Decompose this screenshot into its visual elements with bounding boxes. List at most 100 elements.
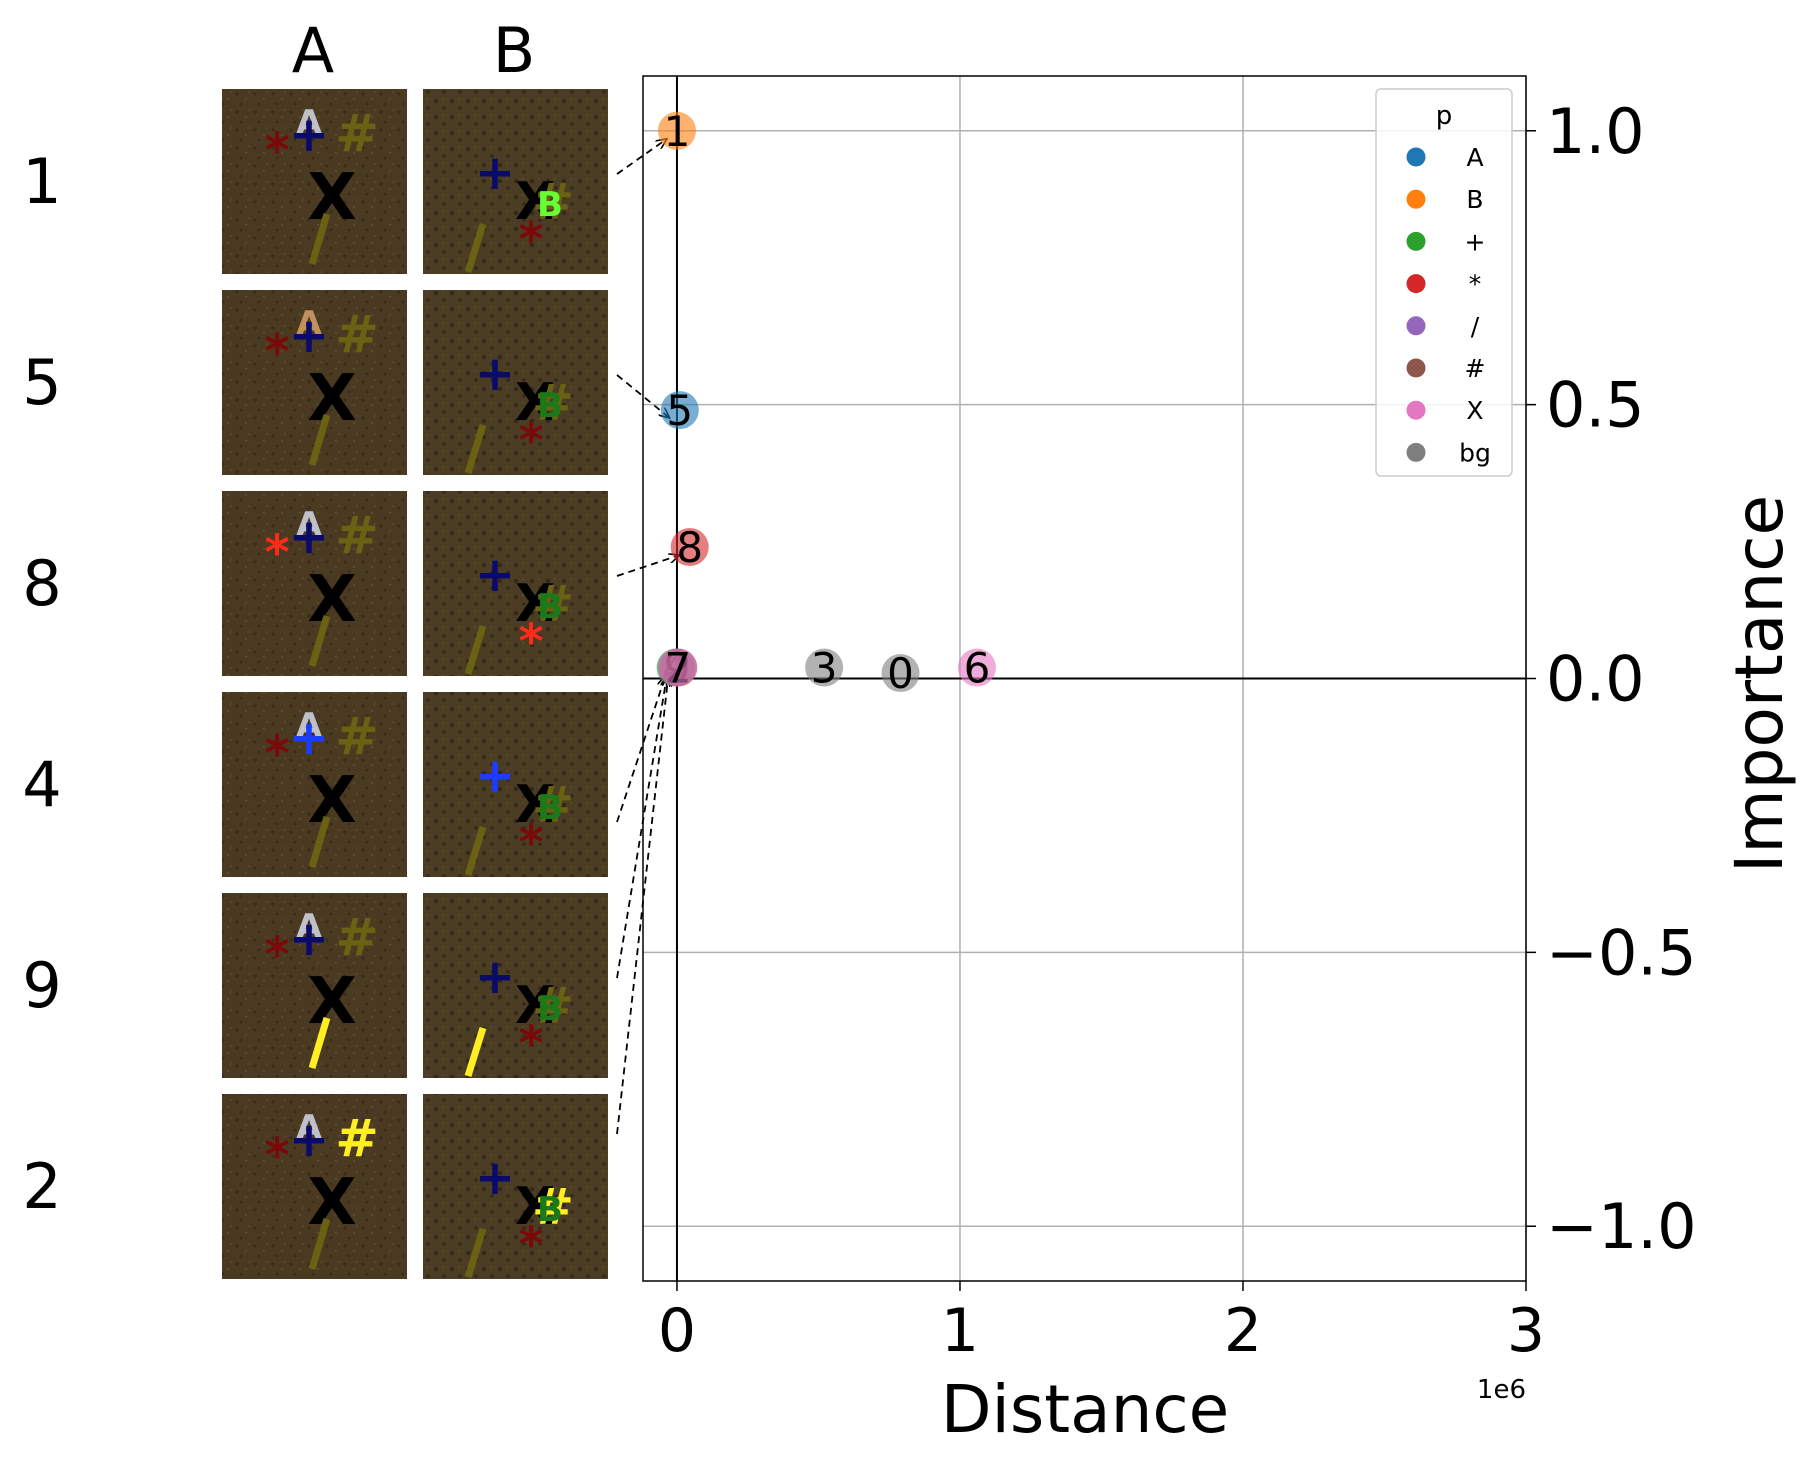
- glyph-star: *: [264, 123, 289, 179]
- thumbnail-grid: 1A+* #X + X#B*5A+* #X + X#B*8A+* #X + X#B*4A+* #X +…: [22, 89, 608, 1279]
- data-point-label: 7: [664, 644, 691, 693]
- glyph-plus: +: [289, 1112, 329, 1168]
- data-point-label: 0: [887, 649, 914, 698]
- thumbnail: A+* #X: [222, 1094, 407, 1279]
- data-point: [881, 654, 920, 693]
- glyph-hash: #: [532, 173, 574, 231]
- glyph-star: *: [518, 1016, 543, 1072]
- legend-entry-label: bg: [1459, 438, 1491, 467]
- legend-title: p: [1436, 101, 1453, 131]
- glyph-plus: +: [289, 710, 329, 766]
- glyph-hash: #: [532, 977, 574, 1035]
- data-point-label: 1: [664, 107, 691, 156]
- data-point-label: 6: [964, 644, 991, 693]
- thumbnail: + X#B*: [423, 1094, 608, 1279]
- glyph-slash: [464, 1026, 487, 1078]
- glyph-b: B: [537, 587, 563, 627]
- glyph-x: X: [307, 362, 356, 436]
- glyph-x: X: [515, 172, 555, 232]
- thumbnail-background: [423, 893, 608, 1078]
- glyph-slash: [308, 212, 331, 266]
- thumbnail: + X#B*: [423, 89, 608, 274]
- glyph-star: *: [518, 413, 543, 469]
- column-label-b: B: [493, 14, 536, 87]
- glyph-x: X: [515, 976, 555, 1036]
- data-point-label: 5: [666, 386, 693, 435]
- row-label: 4: [22, 748, 61, 821]
- glyph-star: *: [518, 614, 543, 670]
- thumbnail-background: [222, 893, 407, 1078]
- glyph-hash: #: [335, 707, 379, 767]
- legend-entry-label: /: [1471, 312, 1480, 341]
- glyph-x: X: [515, 574, 555, 634]
- glyph-hash: #: [335, 908, 379, 968]
- x-tick-label: 1: [941, 1296, 979, 1366]
- legend-entry-label: *: [1469, 270, 1482, 299]
- data-point: [805, 648, 844, 687]
- x-ticks: 0 1 2 3: [658, 1281, 1545, 1366]
- glyph-plus: +: [289, 911, 329, 967]
- glyph-a: A: [296, 706, 323, 746]
- y-ticks: −1.0 −0.5 0.0 0.5 1.0: [1526, 95, 1697, 1263]
- glyph-x: X: [307, 965, 356, 1039]
- thumbnail: A+* #X: [222, 893, 407, 1078]
- glyph-hash: #: [532, 575, 574, 633]
- glyph-star: *: [264, 324, 289, 380]
- data-point: [670, 528, 709, 567]
- glyph-slash: [308, 614, 331, 668]
- column-label-a: A: [292, 14, 334, 87]
- thumbnail-background: [423, 89, 608, 274]
- legend-entry-label: A: [1466, 143, 1483, 172]
- thumbnail: + X#B*: [423, 491, 608, 676]
- glyph-slash: [464, 1227, 487, 1279]
- glyph-x: X: [515, 1177, 555, 1237]
- x-axis-label: Distance: [941, 1371, 1230, 1448]
- y-axis-label: Importance: [1721, 495, 1798, 873]
- legend-marker: [1406, 189, 1426, 209]
- data-points: 1584927306: [656, 107, 996, 698]
- glyph-slash: [308, 413, 331, 467]
- glyph-slash: [308, 1217, 331, 1271]
- glyph-star: *: [264, 726, 289, 782]
- glyph-b: B: [537, 788, 563, 828]
- glyph-star: *: [518, 212, 543, 268]
- data-point-label: 3: [811, 644, 838, 693]
- glyph-slash: [464, 222, 487, 274]
- row-label: 1: [22, 145, 61, 218]
- thumbnail-background: [423, 692, 608, 877]
- connector-arrow: [616, 676, 666, 823]
- thumbnail-background: [222, 89, 407, 274]
- connector-arrow: [616, 555, 680, 577]
- thumbnail: A+* #X: [222, 491, 407, 676]
- legend-marker: [1406, 358, 1426, 378]
- glyph-x: X: [307, 161, 356, 235]
- y-tick-label: −0.5: [1546, 916, 1697, 989]
- thumbnail-background: [222, 491, 407, 676]
- glyph-slash: [308, 1016, 331, 1070]
- glyph-slash: [308, 815, 331, 869]
- glyph-plus: +: [289, 509, 329, 565]
- glyph-plus: +: [475, 748, 515, 804]
- thumbnail: + X#B*: [423, 893, 608, 1078]
- thumbnail-background: [222, 692, 407, 877]
- glyph-b: B: [537, 386, 563, 426]
- legend-frame: [1375, 88, 1513, 477]
- data-point: [658, 648, 697, 687]
- glyph-hash: #: [335, 1109, 379, 1169]
- thumbnail-background: [423, 290, 608, 475]
- thumbnail-background: [222, 1094, 407, 1279]
- glyph-star: *: [518, 815, 543, 871]
- y-tick-label: 0.5: [1546, 369, 1645, 442]
- y-tick-label: 1.0: [1546, 95, 1645, 168]
- glyph-slash: [464, 624, 487, 676]
- legend-marker: [1406, 316, 1426, 336]
- glyph-b: B: [537, 185, 563, 225]
- thumbnail-background: [423, 1094, 608, 1279]
- row-label: 9: [22, 949, 61, 1022]
- glyph-plus: +: [475, 1150, 515, 1206]
- x-tick-label: 3: [1507, 1296, 1545, 1366]
- connector-arrows: [616, 139, 680, 1135]
- x-tick-label: 2: [1224, 1296, 1262, 1366]
- glyph-b: B: [537, 1190, 563, 1230]
